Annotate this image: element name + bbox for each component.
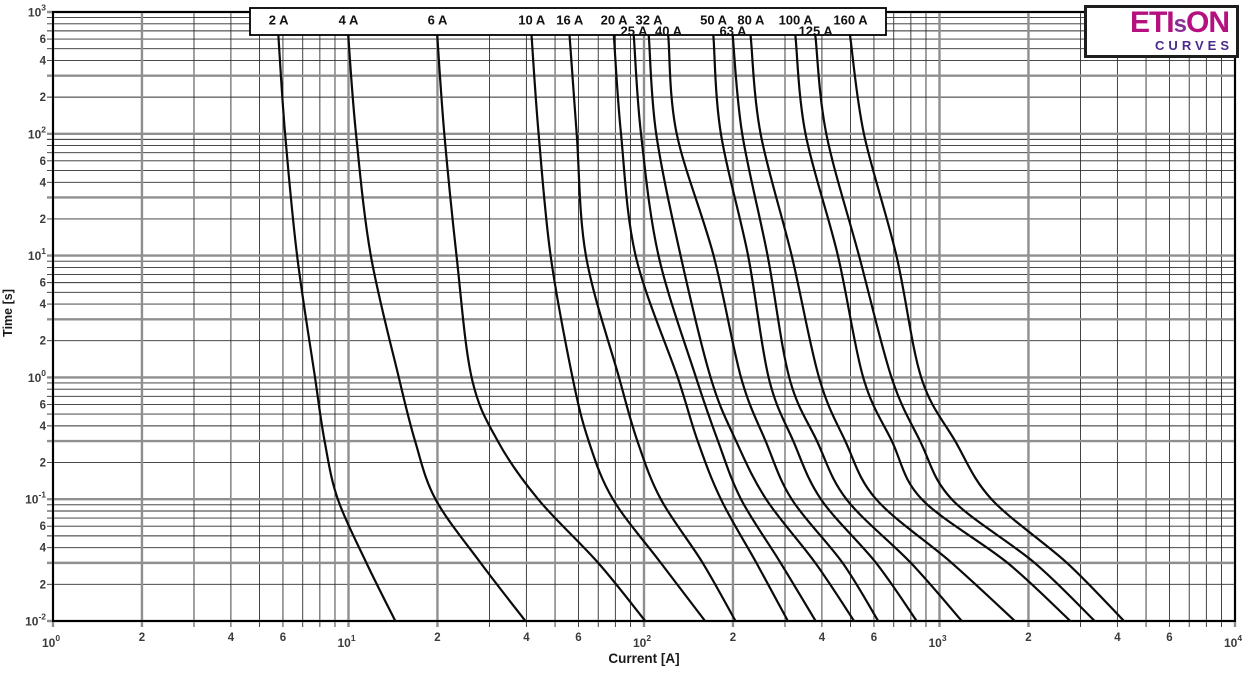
x-tick-10e2: 102 [633, 633, 651, 650]
y-tick-2e-2: 2 [40, 579, 46, 591]
curve-32a [647, 29, 856, 623]
curve-160a [848, 29, 1126, 623]
curve-16a [568, 29, 737, 623]
y-tick-6e0: 6 [40, 278, 46, 290]
curve-label-125a: 125 A [799, 24, 834, 39]
curve-label-100a: 100 A [779, 13, 814, 28]
axis-tick-labels: 10-2 2 4 6 10-1 2 4 6 100 2 4 6 101 2 4 6 102 2 4 6 103 100 2 4… [25, 3, 1242, 651]
y-tick-4e-2: 4 [40, 543, 47, 555]
x-tick-6e0: 6 [280, 632, 286, 644]
curve-label-50a: 50 A [700, 13, 728, 28]
y-tick-2e-1: 2 [40, 458, 46, 470]
y-tick-6e-2: 6 [40, 521, 46, 533]
curve-label-4a: 4 A [339, 13, 359, 28]
curve-label-box [249, 7, 887, 36]
etison-logo: ETIsON CURVES [1084, 5, 1239, 58]
x-tick-2e3: 2 [1025, 632, 1031, 644]
curve-label-16a: 16 A [556, 13, 584, 28]
logo-on: ON [1186, 5, 1230, 39]
curve-63a [731, 29, 963, 623]
y-tick-2e0: 2 [40, 336, 46, 348]
curve-50a [711, 29, 918, 623]
curve-label-160a: 160 A [833, 13, 868, 28]
y-tick-6e-1: 6 [40, 399, 46, 411]
x-tick-2e2: 2 [730, 632, 736, 644]
curve-125a [813, 29, 1096, 623]
x-tick-2e0: 2 [139, 632, 145, 644]
curve-label-10a: 10 A [518, 13, 546, 28]
x-tick-4e1: 4 [523, 632, 530, 644]
logo-eti: ETI [1129, 5, 1175, 39]
y-tick-2e1: 2 [40, 214, 46, 226]
y-tick-4e-1: 4 [40, 421, 47, 433]
curve-4a [346, 29, 527, 623]
logo-curves: CURVES [1155, 38, 1233, 54]
curve-40a [666, 29, 880, 623]
y-tick-10e-2: 10-2 [25, 612, 46, 629]
curve-100a [793, 29, 1072, 623]
curve-2a [277, 29, 397, 623]
y-tick-10e0: 100 [28, 368, 46, 385]
x-tick-10e3: 103 [928, 633, 946, 650]
curve-label-20a: 20 A [601, 13, 629, 28]
logo-s: s [1173, 10, 1187, 38]
y-tick-10e2: 102 [28, 124, 46, 141]
curve-label-6a: 6 A [428, 13, 448, 28]
x-tick-6e1: 6 [575, 632, 581, 644]
y-tick-4e2: 4 [40, 55, 47, 67]
y-tick-6e1: 6 [40, 156, 46, 168]
y-tick-2e2: 2 [40, 92, 46, 104]
y-axis-title: Time [s] [1, 289, 15, 337]
curve-label-63a: 63 A [720, 24, 748, 39]
y-tick-10e3: 103 [28, 3, 46, 20]
x-tick-4e3: 4 [1114, 632, 1121, 644]
y-tick-6e2: 6 [40, 34, 46, 46]
x-tick-10e1: 101 [337, 633, 355, 650]
x-tick-4e0: 4 [228, 632, 235, 644]
y-tick-4e1: 4 [40, 177, 47, 189]
curve-80a [749, 29, 1016, 623]
curve-10a [530, 29, 707, 623]
curve-label-25a: 25 A [621, 24, 649, 39]
x-tick-6e3: 6 [1166, 632, 1172, 644]
curve-set [277, 29, 1126, 623]
y-tick-4e0: 4 [40, 299, 47, 311]
logo-wordmark: ETIsON [1129, 5, 1230, 39]
x-tick-2e1: 2 [434, 632, 440, 644]
y-tick-10e1: 101 [28, 246, 46, 263]
grid-major [47, 10, 1237, 627]
x-axis-title: Current [A] [608, 651, 679, 666]
curve-25a [632, 29, 817, 623]
x-tick-4e2: 4 [819, 632, 826, 644]
x-tick-6e2: 6 [871, 632, 877, 644]
curve-label-set: 2 A 4 A 6 A 10 A 16 A 20 A25 A32 A40 A 50 A63 … [269, 13, 868, 39]
curve-20a [612, 29, 789, 623]
curve-label-2a: 2 A [269, 13, 289, 28]
curve-label-40a: 40 A [655, 24, 683, 39]
y-tick-10e-1: 10-1 [25, 490, 46, 507]
curve-label-32a: 32 A [636, 13, 664, 28]
x-tick-10e4: 104 [1224, 633, 1242, 650]
curve-6a [435, 29, 647, 623]
x-tick-10e0: 100 [42, 633, 60, 650]
curve-label-80a: 80 A [737, 13, 765, 28]
